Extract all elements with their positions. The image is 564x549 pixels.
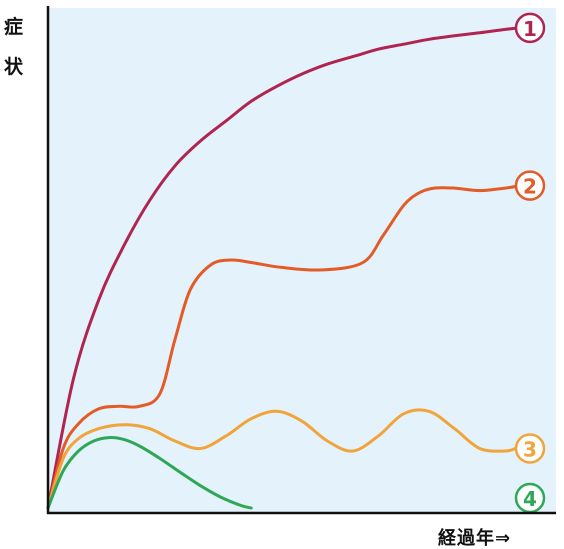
series-line-1	[46, 26, 522, 510]
series-line-3	[46, 408, 517, 510]
series-marker-3: 3	[514, 433, 546, 464]
series-marker-circle-1	[514, 12, 546, 44]
series-marker-2: 2	[514, 170, 546, 201]
series-marker-label-3: 3	[523, 437, 537, 461]
series-marker-circle-3	[514, 433, 546, 464]
plot-area-background	[48, 8, 556, 513]
y-axis-label: 症状	[4, 15, 24, 78]
series-line-2	[46, 184, 522, 510]
series-marker-circle-2	[514, 170, 546, 201]
series-marker-label-4: 4	[523, 487, 537, 511]
series-marker-1: 1	[514, 12, 546, 44]
series-marker-label-2: 2	[523, 175, 537, 199]
series-line-4	[46, 436, 253, 510]
x-axis-label: 経過年⇒	[438, 527, 511, 549]
series-marker-4: 4	[514, 482, 546, 514]
series-marker-label-1: 1	[523, 17, 537, 41]
